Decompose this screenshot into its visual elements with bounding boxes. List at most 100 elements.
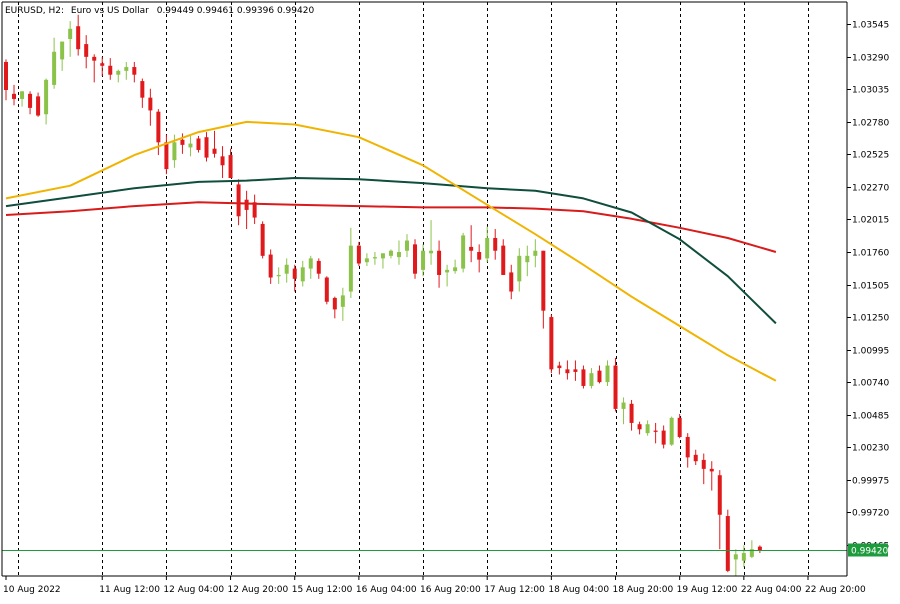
- candle-body: [485, 237, 490, 259]
- candle: [140, 78, 145, 108]
- candle-body: [525, 255, 530, 263]
- time-tick-label: 17 Aug 12:00: [484, 585, 545, 595]
- candle-body: [573, 369, 578, 372]
- candle-body: [725, 516, 730, 571]
- candles: [4, 14, 762, 576]
- candle-body: [429, 250, 434, 254]
- candle-body: [701, 459, 706, 469]
- mid-moving-average: [5, 177, 777, 325]
- candle: [188, 134, 193, 157]
- candle-body: [316, 260, 321, 274]
- candle-body: [148, 97, 153, 111]
- candle: [244, 190, 249, 230]
- candle-body: [140, 81, 145, 98]
- candle-body: [116, 70, 121, 75]
- candle-body: [469, 246, 474, 251]
- symbol-description: Euro vs US Dollar: [71, 6, 149, 16]
- candle-body: [629, 403, 634, 423]
- candle-body: [637, 424, 642, 430]
- candle-body: [292, 268, 297, 279]
- candle-body: [284, 264, 289, 274]
- candle-body: [501, 245, 506, 275]
- candle: [4, 59, 8, 101]
- candle: [284, 258, 289, 283]
- candle: [445, 264, 450, 287]
- candle-body: [717, 475, 722, 515]
- current-price-label: 0.99420: [851, 547, 888, 557]
- candle-body: [605, 365, 610, 383]
- candle-body: [108, 65, 113, 75]
- candle-body: [477, 252, 482, 260]
- price-tick-label: 1.03545: [852, 21, 889, 31]
- candle: [212, 130, 217, 158]
- candle-body: [68, 28, 73, 39]
- candle: [300, 260, 305, 287]
- candle-body: [437, 250, 442, 275]
- candle-body: [541, 250, 546, 311]
- candle: [356, 241, 361, 267]
- candle: [669, 416, 674, 446]
- candle: [228, 148, 233, 179]
- candle-body: [124, 67, 129, 71]
- time-tick-label: 12 Aug 04:00: [163, 585, 224, 595]
- candle-body: [509, 272, 514, 292]
- price-tick-label: 1.00485: [852, 412, 889, 422]
- candle-body: [413, 244, 418, 274]
- candle: [36, 92, 41, 117]
- candle: [437, 240, 442, 288]
- candle-body: [693, 454, 698, 462]
- candle: [52, 37, 57, 89]
- candle-body: [244, 199, 249, 210]
- candle: [236, 179, 241, 226]
- candle-body: [533, 250, 538, 256]
- candle-body: [100, 63, 105, 66]
- candle: [533, 239, 538, 268]
- time-tick-label: 16 Aug 20:00: [420, 585, 481, 595]
- candle: [525, 245, 530, 277]
- time-tick-label: 18 Aug 04:00: [548, 585, 609, 595]
- candle-body: [517, 255, 522, 282]
- candle: [509, 264, 514, 300]
- candle: [308, 255, 313, 279]
- candle: [92, 54, 97, 83]
- price-tick-label: 0.99975: [852, 477, 889, 487]
- candle: [332, 296, 337, 319]
- price-tick-label: 1.00740: [852, 379, 889, 389]
- price-tick-label: 1.00230: [852, 444, 889, 454]
- candle: [340, 287, 345, 321]
- candle-body: [677, 417, 682, 437]
- candle: [148, 88, 153, 126]
- time-tick-label: 12 Aug 20:00: [228, 585, 289, 595]
- candle: [605, 360, 610, 386]
- ohlc-values: 0.99449 0.99461 0.99396 0.99420: [157, 6, 315, 16]
- candle-body: [461, 235, 466, 269]
- candle-body: [340, 295, 345, 307]
- candle-body: [741, 553, 746, 561]
- candle-body: [733, 554, 738, 560]
- candle: [220, 146, 225, 179]
- candle: [701, 453, 706, 485]
- candle-body: [589, 373, 594, 386]
- candle: [324, 276, 329, 305]
- candle-body: [621, 402, 626, 409]
- candle: [461, 232, 466, 273]
- candle: [517, 248, 522, 292]
- current-price-tag: 0.99420: [848, 543, 888, 557]
- candle-body: [597, 370, 602, 383]
- candle: [685, 433, 690, 468]
- candle-body: [581, 369, 586, 386]
- slow-moving-average: [5, 201, 777, 253]
- candle: [372, 252, 377, 265]
- price-tick-label: 1.02780: [852, 119, 889, 129]
- candle-body: [661, 430, 666, 445]
- candle-body: [348, 245, 353, 292]
- candle-body: [228, 155, 233, 179]
- candle-body: [180, 139, 185, 145]
- time-tick-label: 11 Aug 12:00: [99, 585, 160, 595]
- candle: [621, 397, 626, 425]
- price-tick-label: 1.01250: [852, 314, 889, 324]
- price-tick-label: 1.03035: [852, 86, 889, 96]
- candle: [292, 264, 297, 292]
